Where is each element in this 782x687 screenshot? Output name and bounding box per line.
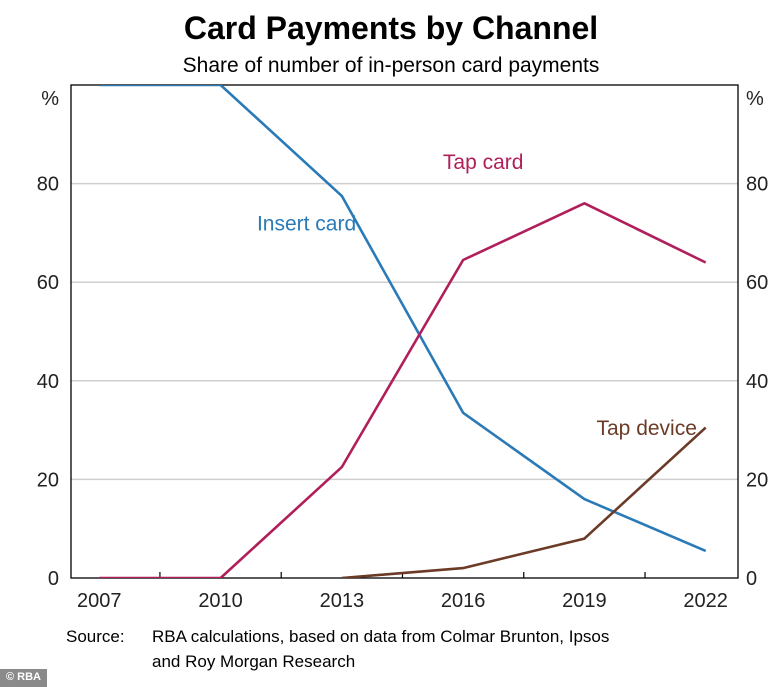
y-unit-right: % <box>746 88 764 110</box>
y-tick-left-20: 20 <box>37 469 59 491</box>
chart-title: Card Payments by Channel <box>183 10 599 46</box>
source-line-1: RBA calculations, based on data from Col… <box>152 627 610 646</box>
x-tick-2007: 2007 <box>77 590 122 612</box>
y-tick-left-0: 0 <box>48 568 59 590</box>
series-label-tap-card: Tap card <box>443 151 524 174</box>
y-unit-left: % <box>41 88 59 110</box>
x-tick-2019: 2019 <box>562 590 607 612</box>
series-line-insert-card <box>99 85 707 553</box>
source-note: Source: RBA calculations, based on data f… <box>66 624 609 674</box>
series-label-insert-card: Insert card <box>257 212 356 235</box>
rba-watermark: © RBA <box>0 669 47 687</box>
y-tick-right-40: 40 <box>746 371 768 393</box>
y-tick-right-0: 0 <box>746 568 757 590</box>
y-tick-right-20: 20 <box>746 469 768 491</box>
x-tick-2010: 2010 <box>198 590 243 612</box>
y-tick-left-60: 60 <box>37 272 59 294</box>
plot-frame <box>70 84 739 579</box>
series-label-tap-device: Tap device <box>597 417 697 440</box>
series-line-tap-card <box>99 202 707 578</box>
source-line-2: and Roy Morgan Research <box>152 652 356 671</box>
y-tick-left-40: 40 <box>37 371 59 393</box>
y-tick-left-80: 80 <box>37 174 59 196</box>
x-tick-2013: 2013 <box>320 590 365 612</box>
source-label: Source: <box>66 627 125 646</box>
y-tick-right-60: 60 <box>746 272 768 294</box>
y-tick-right-80: 80 <box>746 174 768 196</box>
x-tick-2022: 2022 <box>683 590 728 612</box>
x-tick-2016: 2016 <box>441 590 486 612</box>
chart-subtitle: Share of number of in-person card paymen… <box>182 54 600 77</box>
series-line-tap-device <box>341 426 707 578</box>
